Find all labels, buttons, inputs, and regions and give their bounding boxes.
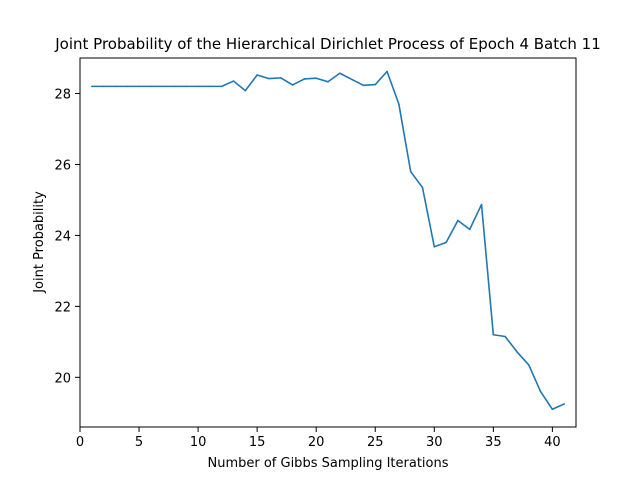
data-point <box>291 84 294 86</box>
x-tick-label: 5 <box>135 435 143 450</box>
x-tick-label: 0 <box>76 435 84 450</box>
y-tick-label: 26 <box>54 158 71 173</box>
data-point <box>339 72 341 75</box>
data-point <box>374 83 377 86</box>
data-point <box>492 333 495 336</box>
data-point <box>327 80 329 83</box>
data-point <box>468 228 471 231</box>
data-point <box>362 84 365 87</box>
data-point <box>445 241 447 244</box>
y-axis: 20 22 24 26 28 <box>54 87 80 386</box>
x-tick-label: 40 <box>544 435 561 450</box>
data-point <box>102 85 105 88</box>
data-point <box>185 85 188 88</box>
x-tick-label: 10 <box>190 435 207 450</box>
data-point <box>279 77 282 79</box>
data-point <box>563 403 565 405</box>
data-point <box>114 85 117 88</box>
data-point <box>480 203 483 206</box>
data-point <box>539 390 542 393</box>
data-point <box>126 85 129 88</box>
data-point <box>315 77 317 80</box>
data-point <box>138 85 140 88</box>
data-point <box>197 85 199 88</box>
data-point <box>303 78 306 80</box>
data-point <box>527 364 530 366</box>
y-tick-label: 20 <box>54 371 71 386</box>
data-point <box>398 103 400 105</box>
axes-frame <box>79 57 577 428</box>
data-point <box>516 350 518 353</box>
x-tick-label: 25 <box>367 435 384 450</box>
data-point <box>268 77 270 80</box>
data-point <box>150 85 152 88</box>
data-point <box>409 170 412 173</box>
data-point <box>256 74 258 76</box>
data-point <box>209 85 211 88</box>
data-point <box>386 70 388 73</box>
data-point <box>504 335 506 338</box>
x-tick-label: 30 <box>426 435 443 450</box>
y-tick-label: 24 <box>54 229 71 244</box>
data-point <box>457 219 459 222</box>
y-tick-label: 28 <box>54 87 71 102</box>
data-point <box>421 186 424 189</box>
data-point <box>91 85 93 88</box>
x-tick-label: 35 <box>485 435 502 450</box>
data-point <box>551 408 554 411</box>
x-tick-label: 15 <box>249 435 266 450</box>
data-point <box>350 78 353 81</box>
y-tick-label: 22 <box>54 300 71 315</box>
y-axis-label: Joint Probability <box>32 191 47 294</box>
data-point <box>220 85 223 88</box>
data-point <box>232 80 235 82</box>
data-point <box>244 89 247 92</box>
chart-title: Joint Probability of the Hierarchical Di… <box>54 35 601 53</box>
data-point <box>173 85 176 88</box>
x-axis: 0 5 10 15 20 25 30 35 40 <box>76 427 561 450</box>
x-axis-label: Number of Gibbs Sampling Iterations <box>207 456 448 471</box>
x-tick-label: 20 <box>308 435 325 450</box>
data-point <box>161 85 164 88</box>
plot-area <box>91 70 565 411</box>
data-point <box>433 245 436 248</box>
